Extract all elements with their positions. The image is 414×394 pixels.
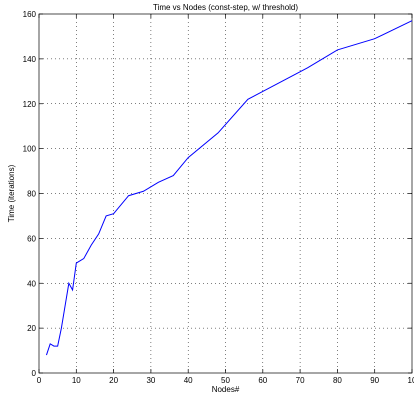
x-tick-label: 40: [184, 376, 193, 385]
y-tick-label: 140: [23, 55, 37, 64]
y-tick-label: 40: [27, 279, 36, 288]
x-tick-label: 0: [37, 376, 42, 385]
x-tick-label: 60: [258, 376, 267, 385]
y-tick-label: 100: [23, 145, 37, 154]
plot-area: 0102030405060708090100204060801001201401…: [23, 10, 414, 385]
x-tick-label: 70: [296, 376, 305, 385]
y-tick-label: 60: [27, 234, 36, 243]
x-tick-label: 20: [109, 376, 118, 385]
y-axis-label: Time (iterations): [7, 164, 16, 222]
y-tick-label: 160: [23, 10, 37, 19]
series-line: [45, 20, 413, 356]
y-tick-label: 20: [27, 324, 36, 333]
x-tick-label: 30: [146, 376, 155, 385]
y-tick-label: 0: [32, 369, 37, 378]
chart-title: Time vs Nodes (const-step, w/ threshold): [153, 3, 298, 12]
x-tick-label: 90: [370, 376, 379, 385]
x-axis-label: Nodes#: [212, 385, 240, 394]
x-tick-label: 10: [408, 376, 414, 385]
x-tick-label: 50: [221, 376, 230, 385]
x-tick-label: 80: [333, 376, 342, 385]
axes-frame: [38, 13, 413, 374]
y-tick-label: 120: [23, 100, 37, 109]
x-tick-label: 10: [72, 376, 81, 385]
y-tick-label: 80: [27, 190, 36, 199]
